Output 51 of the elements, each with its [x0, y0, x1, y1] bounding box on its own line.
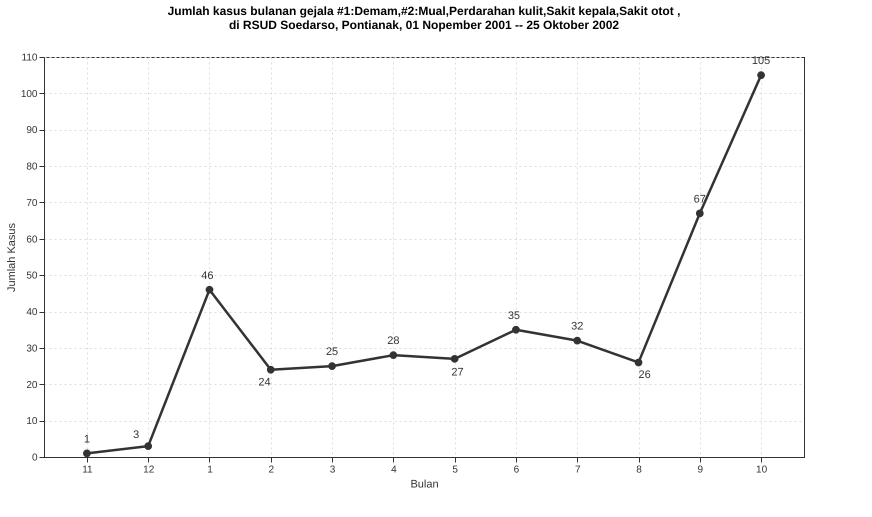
x-tick-label: 12 — [143, 464, 155, 476]
y-tick-label: 60 — [26, 234, 38, 246]
y-tick-label: 0 — [32, 452, 38, 464]
point — [83, 450, 91, 458]
point — [266, 366, 275, 374]
data-label: 32 — [571, 320, 584, 333]
text: Jumlah kasus bulanan gejala #1:Demam,#2:Mual,Perdarahan kulit,Sakit kepala,Sakit otot , — [168, 4, 680, 18]
y-tick-label: 90 — [26, 125, 38, 136]
x-tick-label: 3 — [330, 464, 336, 476]
y-tick-label: 40 — [26, 307, 38, 318]
data-label: 26 — [638, 369, 651, 382]
point — [634, 358, 642, 366]
text: di RSUD Soedarso, Pontianak, 01 Nopember 2001 -- 25 Oktober 2002 — [228, 18, 620, 32]
point — [573, 336, 582, 344]
point — [696, 210, 704, 218]
y-tick-label: 30 — [26, 343, 38, 354]
x-tick-label: 9 — [698, 464, 704, 476]
point — [512, 326, 520, 334]
y-tick-label: 20 — [26, 380, 38, 391]
data-label: 35 — [508, 310, 520, 322]
data-label: 28 — [387, 335, 400, 348]
data-label: 3 — [133, 428, 140, 441]
data-label: 27 — [451, 366, 464, 379]
data-label: 67 — [694, 193, 706, 206]
y-tick-label: 10 — [26, 416, 38, 428]
point — [144, 442, 152, 450]
x-tick-label: 5 — [452, 464, 458, 476]
y-tick-label: 110 — [22, 52, 38, 64]
y-tick-label: 50 — [26, 270, 38, 282]
point — [389, 351, 398, 360]
point — [328, 362, 336, 370]
data-label: 1 — [84, 433, 90, 446]
x-axis-title: Bulan — [410, 478, 439, 490]
y-tick-label: 80 — [26, 162, 38, 173]
x-tick-label: 4 — [391, 464, 398, 476]
x-tick-label: 10 — [756, 464, 768, 476]
y-axis-title: Jumlah Kasus — [6, 222, 18, 292]
data-label: 24 — [258, 376, 271, 388]
data-label: 46 — [201, 270, 214, 282]
x-tick-label: 1 — [207, 464, 214, 476]
point — [206, 286, 214, 294]
x-tick-label: 11 — [82, 464, 94, 476]
x-tick-label: 8 — [636, 464, 642, 476]
x-tick-label: 6 — [514, 464, 520, 476]
y-tick-label: 70 — [26, 198, 38, 209]
x-tick-label: 7 — [574, 464, 581, 476]
data-label: 25 — [326, 346, 338, 358]
point — [450, 354, 459, 363]
x-tick-label: 2 — [268, 464, 274, 476]
y-tick-label: 100 — [20, 88, 38, 100]
point — [757, 71, 765, 80]
